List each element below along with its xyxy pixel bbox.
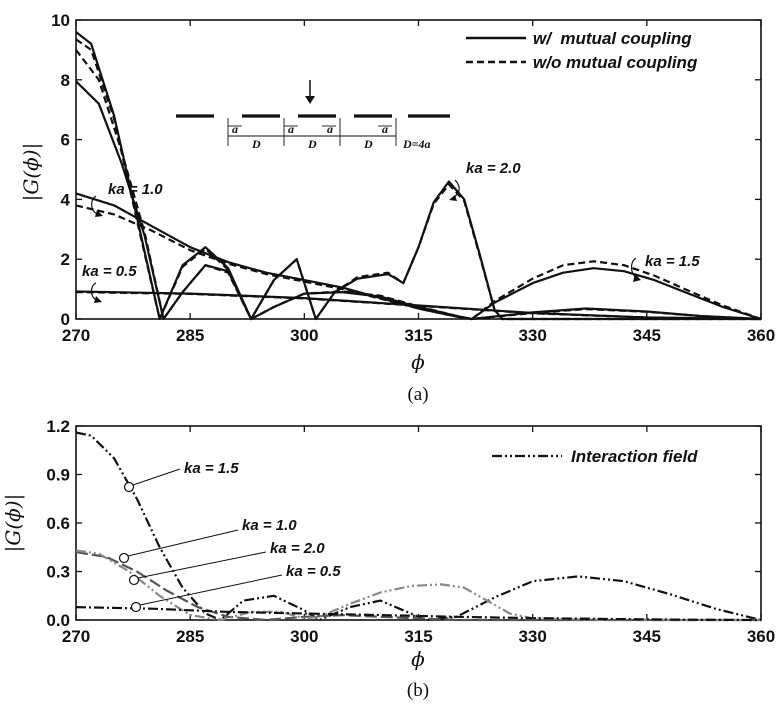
series-line-b-ka-1.0 [75, 551, 761, 622]
label-D-4a: D=4a [402, 137, 431, 151]
y-tick-label-b-1: 0.3 [46, 563, 70, 582]
annotations-b: ka = 1.5 ka = 1.0 ka = 2.0 ka = 0.5 [118, 460, 341, 613]
series-line-a-ka-2.0-without [75, 38, 761, 321]
x-tick-label-a-2: 300 [290, 326, 318, 345]
ticks-a: 270 285 300 315 330 345 360 0 2 4 6 8 10 [51, 11, 775, 345]
rotation-arrow-ka-0.5 [90, 282, 97, 301]
series-line-a-ka-1.5-without [75, 49, 762, 321]
series-line-b-ka-0.5 [75, 606, 762, 622]
y-tick-label-a-1: 2 [61, 250, 70, 269]
label-a-1: a [232, 122, 238, 136]
legend-a: w/ mutual coupling w/o mutual coupling [466, 29, 698, 72]
x-tick-label-b-3: 315 [404, 627, 432, 646]
x-tick-label-a-0: 270 [62, 326, 90, 345]
y-tick-label-b-4: 1.2 [46, 417, 70, 436]
y-tick-label-b-3: 0.9 [46, 466, 70, 485]
label-D-3: D [363, 137, 373, 151]
x-tick-label-b-0: 270 [62, 627, 90, 646]
x-tick-label-b-4: 330 [518, 627, 546, 646]
legend-label-with: w/ mutual coupling [533, 29, 692, 48]
y-tick-label-b-0: 0.0 [46, 611, 70, 630]
x-tick-label-a-3: 315 [404, 326, 432, 345]
legend-label-interaction: Interaction field [571, 447, 698, 466]
rotation-arrow-ka-1.0 [91, 195, 98, 215]
x-tick-label-a-6: 360 [747, 326, 775, 345]
annotation-ka-1.5: ka = 1.5 [645, 253, 700, 270]
y-axis-label-b: |G(ϕ)| [1, 494, 26, 553]
x-tick-label-b-1: 285 [176, 627, 204, 646]
x-tick-label-b-2: 300 [290, 627, 318, 646]
label-a-3: a [327, 122, 333, 136]
annotation-ka-0.5-b: ka = 0.5 [286, 563, 341, 580]
dimension-lines [227, 118, 397, 146]
series-line-b-ka-2.0 [75, 549, 761, 622]
y-tick-label-a-2: 4 [61, 190, 71, 209]
y-axis-label-a: |G(ϕ)| [19, 143, 44, 202]
y-tick-label-b-2: 0.6 [46, 514, 70, 533]
annotation-ka-2.0-b: ka = 2.0 [270, 540, 325, 557]
annotation-ka-1.0: ka = 1.0 [108, 181, 163, 198]
x-tick-label-b-5: 345 [633, 627, 661, 646]
series-line-a-ka-1.0-without [75, 204, 762, 321]
array-inset: a a a a D D D D=4a [176, 80, 450, 151]
x-tick-label-a-4: 330 [518, 326, 546, 345]
marker-ka-0.5 [130, 601, 142, 613]
y-tick-label-a-5: 10 [51, 11, 70, 30]
label-a-2: a [288, 122, 294, 136]
y-tick-label-a-3: 6 [61, 131, 70, 150]
label-D-1: D [251, 137, 261, 151]
caption-a: (a) [407, 384, 428, 405]
x-axis-label-b: ϕ [411, 647, 425, 671]
marker-ka-1.0 [118, 552, 130, 564]
label-a-4: a [382, 122, 388, 136]
legend-label-without: w/o mutual coupling [533, 53, 698, 72]
x-axis-label-a: ϕ [411, 350, 425, 374]
ticks-b: 270 285 300 315 330 345 360 0.0 0.3 0.6 0.9 1.2 [46, 417, 775, 646]
annotation-ka-2.0: ka = 2.0 [466, 160, 521, 177]
panel-b: 270 285 300 315 330 345 360 0.0 0.3 0.6 0.9 1.2 |G(… [1, 417, 775, 701]
annotation-ka-1.5-b: ka = 1.5 [184, 460, 239, 477]
incidence-arrowhead [305, 96, 315, 104]
curves-b [75, 431, 762, 622]
caption-b: (b) [407, 680, 429, 701]
marker-ka-1.5 [123, 481, 135, 493]
annotation-ka-0.5: ka = 0.5 [82, 263, 137, 280]
marker-ka-2.0 [128, 574, 140, 586]
x-tick-label-a-5: 345 [633, 326, 661, 345]
y-tick-label-a-4: 8 [61, 71, 70, 90]
curves-a [75, 31, 762, 321]
annotation-ka-1.0-b: ka = 1.0 [242, 517, 297, 534]
y-tick-label-a-0: 0 [61, 310, 70, 329]
panel-a: 270 285 300 315 330 345 360 0 2 4 6 8 10 |G(ϕ)| ϕ (a… [19, 11, 775, 405]
label-D-2: D [307, 137, 317, 151]
series-line-a-ka-0.5-without [75, 291, 762, 321]
legend-b: Interaction field [492, 447, 698, 466]
x-tick-label-b-6: 360 [747, 627, 775, 646]
x-tick-label-a-1: 285 [176, 326, 204, 345]
